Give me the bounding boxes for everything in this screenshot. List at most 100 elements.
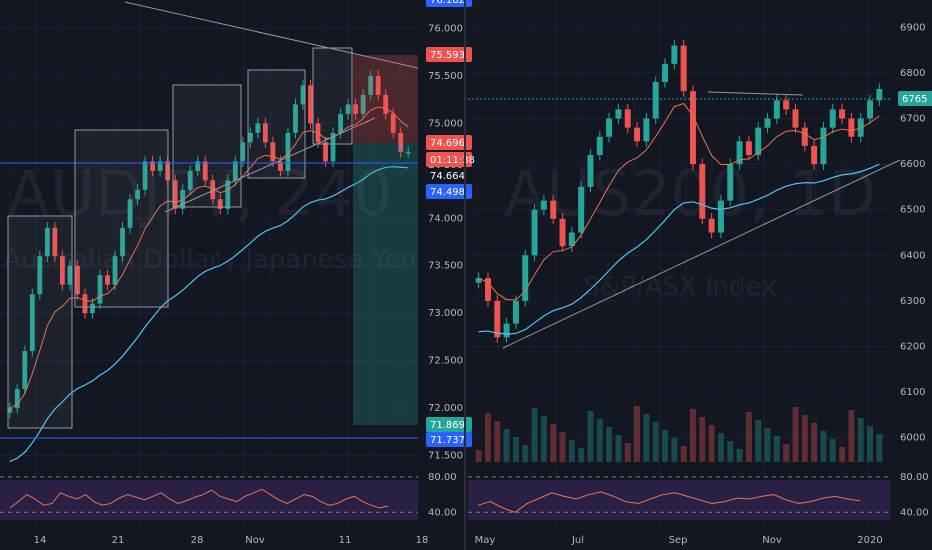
volume-bar	[559, 432, 566, 462]
candle-body	[727, 164, 734, 201]
y-tick-label: 74.000	[428, 213, 463, 224]
candle-body	[195, 161, 201, 171]
plot-content	[0, 1, 901, 520]
price-tag	[898, 91, 932, 106]
pattern-box	[7, 215, 73, 429]
candle-body	[142, 161, 148, 190]
volume-bar	[652, 422, 659, 462]
candle-body	[811, 145, 818, 165]
candle-body	[353, 104, 359, 114]
candle-body	[262, 123, 268, 143]
rsi-level-label: 40.00	[900, 507, 929, 518]
rsi-level-label: 80.00	[900, 472, 929, 483]
candle-body	[717, 200, 724, 233]
candle-body	[398, 132, 404, 152]
rsi-band	[0, 480, 418, 520]
price-tag	[426, 184, 472, 199]
candle-body	[494, 300, 501, 338]
price-tag-label: 74.498	[430, 187, 465, 198]
x-tick-label: Sep	[669, 535, 688, 546]
y-tick-label: 6800	[900, 68, 925, 79]
x-tick-label: 11	[339, 535, 352, 546]
volume-bar	[736, 449, 743, 462]
candle-body	[764, 118, 771, 128]
candle-body	[247, 132, 253, 143]
candle-body	[829, 109, 836, 128]
price-tag-label: 01:11:38	[430, 155, 475, 166]
pattern-box	[247, 69, 306, 179]
y-tick-label: 6300	[900, 296, 925, 307]
candle-body	[550, 200, 557, 219]
candle-body	[44, 227, 50, 257]
candle-body	[120, 227, 125, 257]
volume-bar	[634, 406, 641, 462]
pattern-box	[74, 129, 169, 308]
candle-body	[360, 94, 366, 114]
y-tick-label: 72.500	[428, 356, 463, 367]
candle-body	[330, 132, 336, 162]
volume-bar	[792, 407, 799, 462]
price-tag-label: 76.182	[430, 0, 465, 6]
volume-bar	[689, 409, 696, 462]
volume-bar	[643, 414, 650, 462]
volume-bar	[662, 430, 669, 462]
candle-body	[255, 123, 261, 133]
candle-body	[484, 278, 491, 301]
volume-bar	[531, 408, 538, 462]
volume-bar	[755, 420, 762, 462]
x-tick-label: 21	[112, 535, 125, 546]
candle-body	[22, 351, 28, 390]
volume-bar	[568, 440, 575, 462]
y-tick-label: 73.000	[428, 308, 463, 319]
y-tick-label: 75.000	[428, 118, 463, 129]
volume-bar	[540, 416, 547, 462]
volume-bar	[512, 437, 519, 462]
volume-bar	[876, 434, 883, 462]
candle-body	[368, 75, 374, 95]
volume-bar	[680, 446, 687, 462]
price-tag	[426, 152, 472, 167]
candle-body	[624, 109, 631, 128]
candle-body	[596, 136, 603, 155]
candle-body	[405, 151, 411, 154]
candle-body	[210, 180, 216, 200]
candle-body	[643, 118, 650, 142]
candle-body	[232, 161, 238, 181]
y-tick-label: 6900	[900, 22, 925, 33]
moving-average-fast	[478, 102, 880, 301]
candle-body	[67, 265, 73, 285]
candle-body	[540, 200, 547, 210]
candle-body	[375, 75, 381, 95]
x-tick-label: Jul	[571, 535, 584, 546]
rsi-level-label: 40.00	[428, 507, 457, 518]
volume-bar	[717, 433, 724, 462]
y-tick-label: 6100	[900, 387, 925, 398]
volume-bar	[503, 429, 510, 462]
candle-body	[97, 275, 103, 304]
candle-body	[559, 218, 566, 247]
candle-body	[202, 161, 208, 181]
trendline-support	[502, 159, 901, 349]
volume-bar	[773, 436, 780, 462]
candle-body	[390, 113, 396, 133]
rsi-line	[9, 488, 389, 509]
volume-bar	[596, 419, 603, 462]
volume-bar	[857, 418, 864, 462]
volume-bar	[484, 413, 491, 462]
volume-bar	[783, 444, 790, 462]
candle-body	[7, 408, 13, 413]
volume-bar	[615, 435, 622, 462]
candle-body	[278, 161, 283, 171]
candle-body	[323, 142, 328, 162]
candle-body	[745, 141, 752, 155]
candle-body	[801, 127, 808, 146]
volume-bar	[801, 415, 808, 462]
candle-body	[848, 118, 855, 137]
candle-body	[503, 323, 510, 338]
candle-body	[792, 109, 799, 128]
volume-bar	[494, 421, 501, 462]
moving-average-slow	[478, 163, 880, 335]
volume-bar	[848, 410, 855, 462]
y-tick-label: 6000	[900, 433, 925, 444]
volume-bar	[522, 445, 529, 462]
